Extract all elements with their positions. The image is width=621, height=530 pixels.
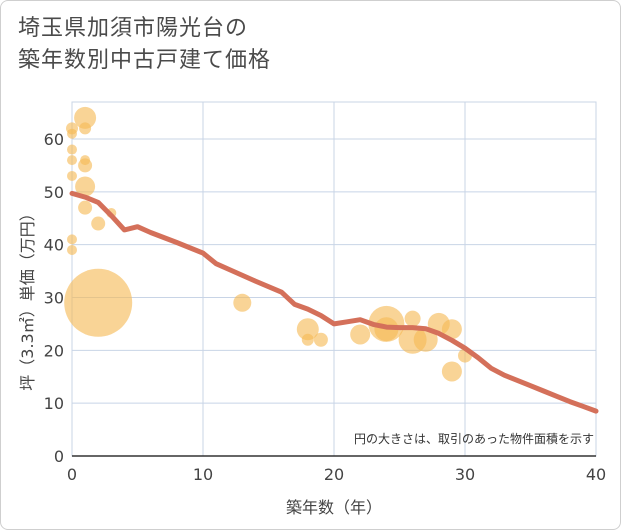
bubble-size-note: 円の大きさは、取引のあった物件面積を示す xyxy=(354,431,594,446)
x-tick-label: 30 xyxy=(455,465,475,484)
title-line-1: 埼玉県加須市陽光台の xyxy=(18,16,249,41)
bubble-point xyxy=(67,155,77,166)
bubble-point xyxy=(441,319,462,340)
y-tick-label: 10 xyxy=(44,394,64,413)
x-tick-label: 20 xyxy=(324,465,344,484)
x-tick-label: 40 xyxy=(586,465,606,484)
trend-line-group xyxy=(69,190,599,414)
bubble-point xyxy=(233,293,252,312)
bubble-point xyxy=(74,106,97,129)
bubble-point xyxy=(67,234,77,245)
bubble-point xyxy=(67,128,77,139)
grid-lines xyxy=(71,101,597,457)
bubble-point xyxy=(64,268,133,337)
y-axis-label: 坪（3.3㎡）単価（万円） xyxy=(18,205,37,390)
bubble-point xyxy=(75,176,96,197)
y-tick-label: 30 xyxy=(44,288,64,307)
x-tick-label: 0 xyxy=(67,465,77,484)
bubble-point xyxy=(91,216,106,231)
bubble-point xyxy=(413,327,438,352)
tick-labels: 0 10 20 30 40 50 60 0 10 20 30 40 xyxy=(44,130,607,484)
title-line-2: 築年数別中古戸建て価格 xyxy=(18,48,272,73)
bubble-point xyxy=(441,361,462,382)
bubbles xyxy=(64,106,472,382)
y-tick-label: 40 xyxy=(44,236,64,255)
x-tick-label: 10 xyxy=(193,465,213,484)
bubble-point xyxy=(79,122,92,135)
bubble-point xyxy=(301,333,314,346)
y-tick-label: 20 xyxy=(44,341,64,360)
bubble-point xyxy=(404,310,421,327)
x-axis-label: 築年数（年） xyxy=(286,498,382,517)
bubble-point xyxy=(313,332,328,347)
y-tick-label: 0 xyxy=(54,447,64,466)
bubble-point xyxy=(78,158,93,173)
trend-line xyxy=(69,190,599,414)
y-tick-label: 60 xyxy=(44,130,64,149)
bubble-point xyxy=(67,170,77,181)
bubble-point xyxy=(67,244,77,255)
bubble-point xyxy=(78,200,93,215)
bubble-point xyxy=(350,324,371,345)
chart-title: 埼玉県加須市陽光台の 築年数別中古戸建て価格 xyxy=(18,13,271,77)
bubble-point xyxy=(67,144,77,155)
bubble-point xyxy=(296,318,319,341)
y-tick-label: 50 xyxy=(44,183,64,202)
